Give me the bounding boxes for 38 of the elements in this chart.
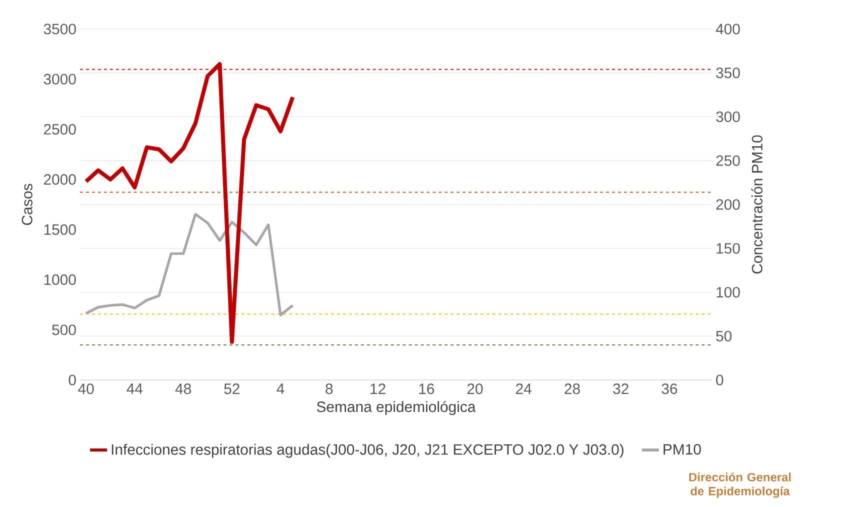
y2-tick-label: 50 [716, 330, 732, 342]
y-tick-label: 0 [68, 374, 76, 386]
y-tick-label: 500 [52, 324, 76, 336]
x-tick-label: 44 [126, 384, 143, 394]
x-tick-label: 48 [175, 384, 191, 394]
y-tick-label: 1500 [44, 224, 76, 235]
y2-axis-title: Concentración PM10 [751, 135, 762, 274]
x-tick-label: 28 [564, 384, 580, 394]
x-tick-label: 40 [78, 384, 94, 394]
x-tick-label: 12 [370, 384, 386, 394]
legend-label: PM10 [664, 444, 701, 455]
y-tick-label: 2500 [44, 124, 76, 135]
text: Dirección General de Epidemiología [689, 472, 791, 498]
x-axis-title: Semana epidemiológica [316, 400, 476, 416]
y2-tick-label: 350 [716, 68, 740, 78]
y-tick-label: 2000 [44, 174, 76, 185]
legend-label: Infecciones respiratorias agudas(J00-J06, J20, J21 EXCEPTO J02.0 Y J03.0) [112, 444, 624, 458]
y2-tick-label: 0 [716, 374, 724, 386]
x-tick-label: 24 [516, 384, 532, 394]
y2-tick-label: 200 [716, 199, 740, 210]
x-tick-label: 8 [326, 384, 333, 394]
line-series [84, 62, 295, 344]
y2-tick-label: 250 [716, 155, 740, 166]
x-tick-label: 32 [613, 384, 628, 394]
y2-tick-label: 300 [716, 111, 740, 122]
y-tick-label: 3000 [44, 74, 76, 84]
y2-tick-label: 400 [716, 24, 740, 34]
x-tick-label: 16 [419, 384, 434, 394]
y2-tick-label: 100 [716, 286, 740, 298]
x-tick-label: 52 [224, 384, 240, 394]
y-tick-label: 3500 [44, 24, 76, 34]
y-tick-label: 1000 [44, 274, 76, 285]
x-tick-label: 20 [467, 384, 483, 394]
y2-tick-label: 150 [716, 243, 740, 254]
x-tick-label: 4 [276, 384, 284, 394]
y-axis-title: Casos [22, 184, 32, 225]
line-series [84, 212, 294, 316]
x-tick-label: 36 [662, 384, 678, 394]
